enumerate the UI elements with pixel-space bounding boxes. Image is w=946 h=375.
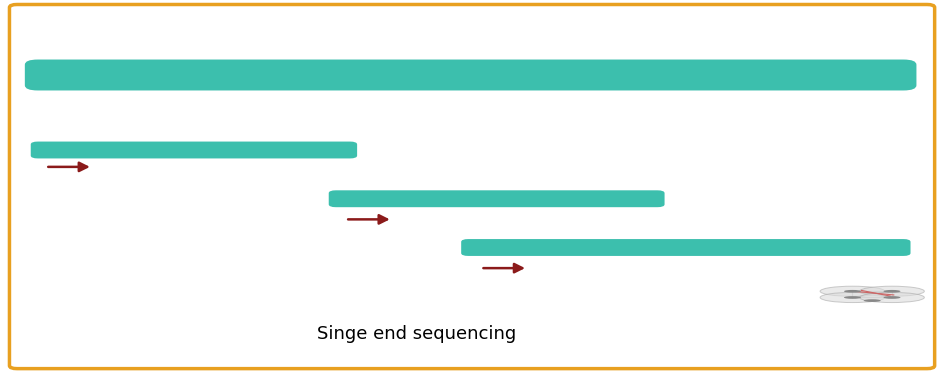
FancyBboxPatch shape [25, 60, 917, 90]
Ellipse shape [860, 286, 924, 296]
Text: Singe end sequencing: Singe end sequencing [317, 325, 516, 343]
Ellipse shape [844, 296, 861, 299]
FancyBboxPatch shape [329, 190, 664, 207]
Ellipse shape [884, 296, 901, 299]
Ellipse shape [860, 292, 924, 303]
Ellipse shape [844, 290, 861, 292]
FancyBboxPatch shape [30, 141, 358, 158]
Ellipse shape [864, 299, 881, 302]
FancyBboxPatch shape [462, 239, 910, 256]
Ellipse shape [820, 286, 885, 296]
Ellipse shape [884, 290, 901, 292]
Ellipse shape [820, 292, 885, 303]
